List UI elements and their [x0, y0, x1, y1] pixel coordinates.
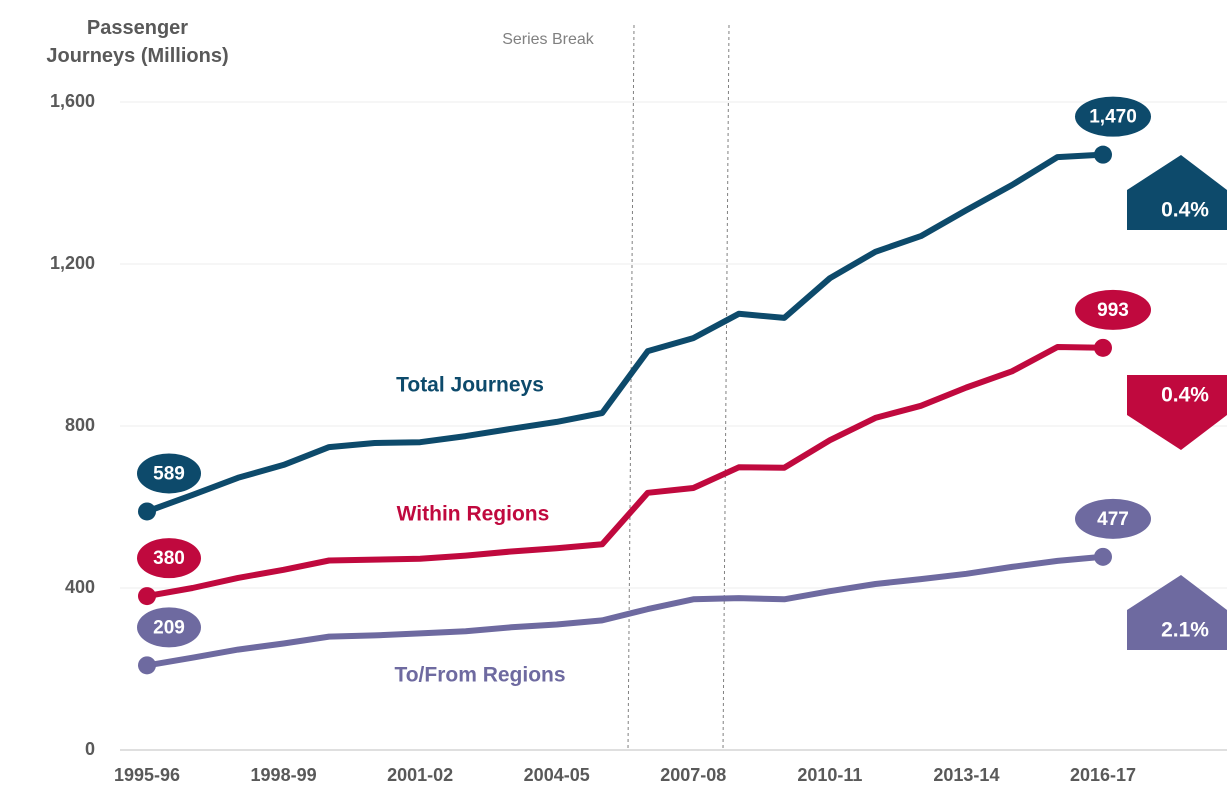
value-label-bubble	[137, 453, 201, 494]
y-tick-label: 1,200	[50, 253, 95, 273]
value-label: 477	[1097, 509, 1129, 530]
value-label: 589	[153, 463, 185, 484]
y-axis-title: Passenger Journeys (Millions)	[46, 17, 229, 67]
change-badge	[1127, 155, 1227, 230]
change-label: 2.1%	[1161, 619, 1209, 642]
value-label-bubble	[137, 538, 201, 579]
x-tick-label: 2001-02	[387, 765, 453, 785]
x-tick-label: 2004-05	[524, 765, 590, 785]
end-marker	[138, 587, 156, 606]
y-tick-label: 800	[65, 415, 95, 435]
end-marker	[1094, 145, 1112, 164]
x-tick-label: 2016-17	[1070, 765, 1136, 785]
series-label: To/From Regions	[394, 664, 565, 687]
y-tick-label: 0	[85, 739, 95, 759]
value-label-bubble	[137, 607, 201, 648]
change-label: 0.4%	[1161, 384, 1209, 407]
end-marker	[1094, 338, 1112, 357]
value-label: 1,470	[1089, 107, 1137, 128]
x-tick-label: 2013-14	[933, 765, 999, 785]
series-line	[145, 151, 1104, 515]
annotation: Series Break	[502, 31, 595, 48]
value-label: 993	[1097, 300, 1129, 321]
x-tick-label: 2010-11	[797, 765, 862, 785]
value-label-bubble	[1075, 96, 1151, 137]
value-label-bubble	[1075, 498, 1151, 539]
series-break-line	[722, 24, 730, 751]
end-marker	[138, 656, 156, 675]
end-marker	[138, 502, 156, 521]
change-badge	[1127, 575, 1227, 650]
series-break-line	[627, 24, 635, 751]
x-tick-label: 1995-96	[114, 765, 180, 785]
change-label: 0.4%	[1161, 199, 1209, 222]
y-tick-label: 1,600	[50, 91, 95, 111]
value-label: 380	[153, 548, 185, 569]
change-badge	[1127, 375, 1227, 450]
value-label-bubble	[1075, 289, 1151, 330]
series-label: Total Journeys	[396, 374, 544, 397]
value-label: 209	[153, 617, 185, 638]
series-line	[146, 553, 1104, 669]
x-tick-label: 2007-08	[660, 765, 726, 785]
x-tick-label: 1998-99	[251, 765, 317, 785]
series-line	[146, 344, 1104, 600]
y-tick-label: 400	[65, 577, 95, 597]
end-marker	[1094, 547, 1112, 566]
series-label: Within Regions	[397, 503, 550, 526]
